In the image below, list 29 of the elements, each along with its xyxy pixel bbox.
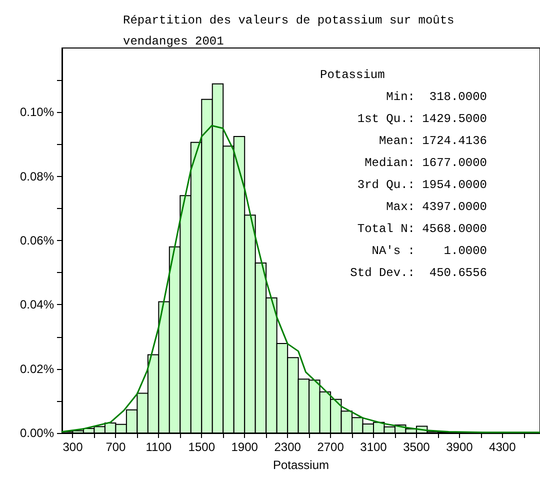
- annotation: Mean: 1724.4136: [378, 134, 487, 148]
- x-axis-title: Potassium: [272, 458, 330, 472]
- y-tick-label: 0.08%: [20, 169, 54, 184]
- x-tick-label: 3100: [360, 440, 388, 454]
- x-tick-label: 4300: [489, 440, 516, 454]
- chart-title: Répartition des valeurs de potassium sur moûts vendanges 2001: [123, 14, 462, 48]
- x-tick-label: 1500: [188, 440, 216, 454]
- x-tick-label: 1900: [231, 440, 258, 454]
- y-tick-label: 0.06%: [20, 234, 54, 248]
- y-tick-label: 0.04%: [20, 298, 54, 312]
- annotation: 3rd Qu.: 1954.0000: [357, 178, 487, 192]
- annotation: 1st Qu.: 1429.5000: [357, 112, 487, 126]
- annotation: Min: 318.0000: [386, 90, 487, 104]
- y-tick-label: 0.00%: [20, 426, 54, 440]
- annotation: Potassium: [320, 68, 385, 82]
- x-tick-label: 700: [106, 440, 126, 454]
- y-tick-label: 0.02%: [20, 362, 54, 376]
- x-tick-label: 2300: [274, 440, 302, 454]
- x-tick-label: 2700: [317, 440, 344, 454]
- annotation: NA's : 1.0000: [372, 244, 487, 258]
- x-tick-label: 300: [62, 440, 84, 454]
- annotation: Max: 4397.0000: [386, 200, 487, 214]
- x-tick-label: 3900: [446, 440, 474, 454]
- annotation: Median: 1677.0000: [364, 156, 487, 170]
- annotation: Std Dev.: 450.6556: [350, 266, 487, 280]
- x-tick-label: 1100: [146, 440, 172, 454]
- y-tick-label: 0.10%: [20, 105, 54, 120]
- annotation: Total N: 4568.0000: [357, 222, 487, 236]
- x-tick-label: 3500: [403, 440, 430, 454]
